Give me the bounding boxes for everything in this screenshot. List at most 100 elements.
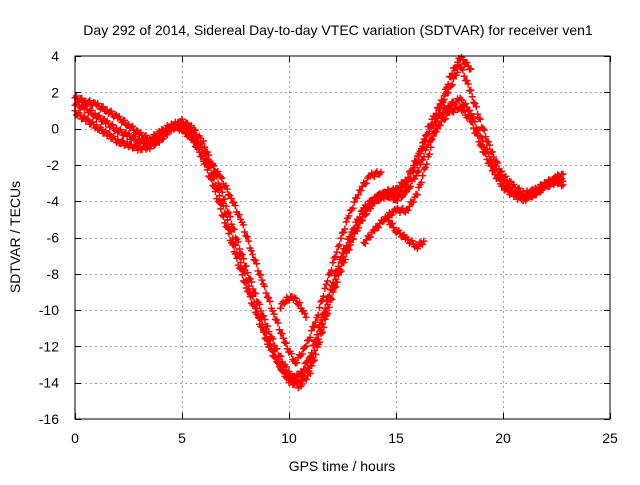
data-point: [470, 113, 478, 121]
y-tick-label: -8: [47, 266, 60, 282]
data-point: [450, 108, 458, 116]
data-point: [416, 161, 424, 169]
data-point: [261, 315, 269, 323]
data-point: [99, 103, 107, 111]
data-point: [175, 121, 183, 129]
data-point: [249, 301, 257, 309]
data-point: [235, 211, 243, 219]
data-point: [286, 376, 294, 384]
data-point: [202, 151, 210, 159]
data-point: [413, 191, 421, 199]
data-point: [306, 353, 314, 361]
series-7: [383, 213, 428, 253]
data-point: [351, 224, 359, 232]
data-point: [188, 134, 196, 142]
data-point: [211, 187, 219, 195]
data-point: [332, 253, 340, 261]
data-point: [241, 278, 249, 286]
data-point: [535, 188, 543, 196]
data-point: [412, 190, 420, 198]
data-point: [397, 193, 405, 201]
data-point: [108, 121, 116, 129]
data-point: [447, 73, 455, 81]
data-point: [320, 309, 328, 317]
data-point: [239, 221, 247, 229]
y-axis-label: SDTVAR / TECUs: [7, 181, 23, 293]
data-point: [320, 292, 328, 300]
data-point: [115, 112, 123, 120]
data-point: [278, 330, 286, 338]
data-point: [463, 77, 471, 85]
data-point: [425, 150, 433, 158]
data-point: [388, 219, 396, 227]
data-point: [231, 202, 239, 210]
data-point: [408, 237, 416, 245]
data-point: [207, 175, 215, 183]
data-point: [306, 333, 314, 341]
grid-lines: [75, 56, 610, 419]
data-point: [269, 307, 277, 315]
data-point: [409, 162, 417, 170]
y-tick-label: -2: [47, 157, 60, 173]
data-point: [311, 318, 319, 326]
data-point: [317, 316, 325, 324]
data-point: [273, 345, 281, 353]
x-tick-label: 0: [71, 430, 79, 446]
data-point: [305, 354, 313, 362]
x-tick-label: 10: [281, 430, 297, 446]
data-point: [405, 202, 413, 210]
data-point: [214, 197, 222, 205]
data-point: [313, 331, 321, 339]
data-point: [265, 294, 273, 302]
data-point: [348, 206, 356, 214]
data-point: [222, 202, 230, 210]
y-tick-label: 2: [51, 84, 59, 100]
data-point: [245, 274, 253, 282]
data-point: [432, 120, 440, 128]
data-point: [234, 238, 242, 246]
data-point: [367, 233, 375, 241]
data-point: [258, 276, 266, 284]
data-point: [353, 194, 361, 202]
axis-ticks: [75, 56, 611, 420]
data-point: [362, 179, 370, 187]
data-point: [274, 319, 282, 327]
data-point: [370, 173, 378, 181]
data-point: [287, 350, 295, 358]
data-point: [462, 100, 470, 108]
data-point: [321, 305, 329, 313]
data-point: [245, 237, 253, 245]
data-point: [325, 271, 333, 279]
data-point: [245, 288, 253, 296]
data-point: [210, 162, 218, 170]
data-point: [248, 278, 256, 286]
data-point: [78, 94, 86, 102]
data-point: [162, 129, 170, 137]
data-point: [516, 192, 524, 200]
data-point: [225, 209, 233, 217]
data-point: [223, 208, 231, 216]
data-point: [258, 323, 266, 331]
data-point: [405, 184, 413, 192]
series-4: [174, 120, 385, 367]
data-point: [440, 92, 448, 100]
data-point: [419, 172, 427, 180]
data-point: [106, 130, 114, 138]
data-point: [356, 213, 364, 221]
data-point: [454, 68, 462, 76]
data-point: [333, 267, 341, 275]
data-point: [262, 289, 270, 297]
data-point: [218, 174, 226, 182]
data-point: [411, 175, 419, 183]
data-point: [183, 120, 191, 127]
data-point: [257, 307, 265, 315]
data-point: [494, 174, 502, 182]
data-point: [548, 178, 556, 186]
data-point: [417, 179, 425, 187]
data-point: [383, 213, 391, 221]
data-point: [393, 197, 401, 205]
data-point: [72, 92, 80, 100]
series-3: [71, 98, 567, 384]
data-point: [276, 361, 284, 369]
data-point: [467, 118, 475, 126]
